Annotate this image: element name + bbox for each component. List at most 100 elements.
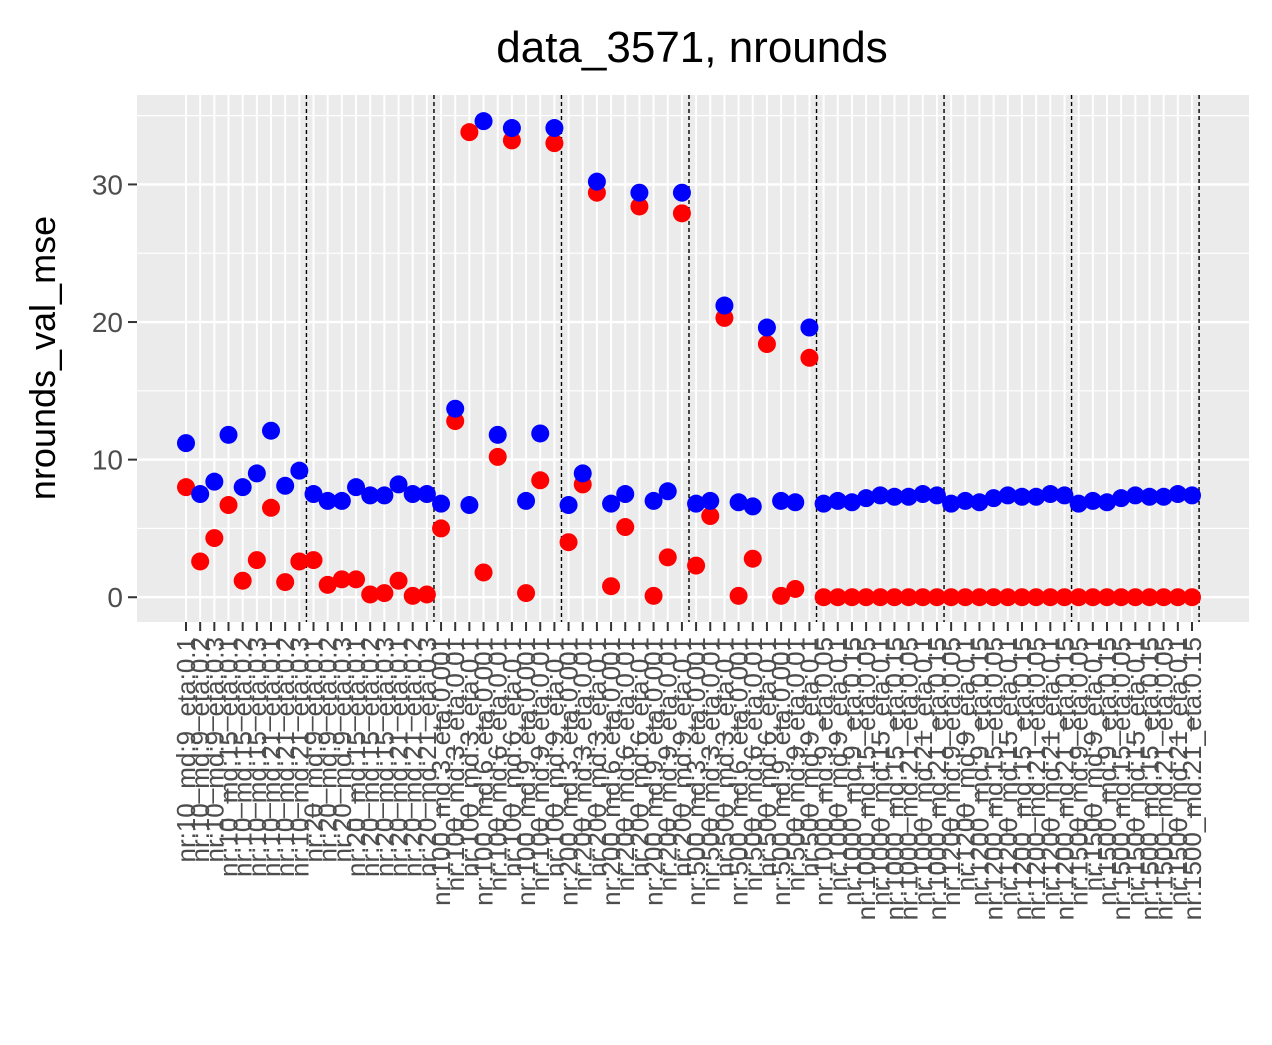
point-red — [1097, 588, 1116, 607]
point-blue — [1012, 487, 1031, 506]
point-blue — [460, 496, 479, 515]
point-red — [517, 584, 536, 603]
point-red — [1012, 588, 1031, 607]
point-blue — [474, 112, 493, 131]
point-blue — [1055, 486, 1074, 505]
x-tick-label: nr:20_md:9_eta:0.1 — [299, 637, 329, 863]
point-red — [701, 507, 720, 526]
point-red — [191, 552, 210, 571]
x-tick-label: nr:20_md:15_eta:0.1 — [341, 637, 371, 877]
point-blue — [644, 491, 663, 510]
point-blue — [219, 425, 238, 444]
point-blue — [262, 421, 281, 440]
x-tick-label: nr:1000_md:9_eta:0.1 — [823, 637, 853, 891]
point-blue — [545, 119, 564, 138]
point-blue — [389, 475, 408, 494]
x-tick-label: nr:1200_md:15_eta:0.05 — [979, 637, 1009, 920]
point-blue — [1154, 487, 1173, 506]
point-blue — [1112, 489, 1131, 508]
x-tick-label: nr:10_md:15_eta:0.3 — [242, 637, 272, 877]
point-red — [318, 575, 337, 594]
x-tick-label: nr:1000_md:21_eta:0.05 — [894, 637, 924, 920]
x-tick-label: nr:500_md:6_eta:0.01 — [738, 637, 768, 891]
point-red — [998, 588, 1017, 607]
point-blue — [573, 464, 592, 483]
point-blue — [1041, 485, 1060, 504]
x-tick-label: nr:1200_md:21_eta:0.1 — [1035, 637, 1065, 906]
point-blue — [304, 485, 323, 504]
point-blue — [1126, 486, 1145, 505]
x-tick-label: nr:1200_md:15_eta:0.15 — [1007, 637, 1037, 920]
grid-lines — [137, 95, 1249, 622]
point-blue — [899, 487, 918, 506]
y-axis: 0 10 20 30 — [92, 169, 137, 613]
point-blue — [432, 494, 451, 513]
point-blue — [715, 296, 734, 315]
point-red — [559, 533, 578, 552]
x-tick-label: nr:10_md:9_eta:0.1 — [171, 637, 201, 863]
point-blue — [205, 472, 224, 491]
point-blue — [1069, 494, 1088, 513]
point-blue — [1083, 491, 1102, 510]
data-points — [177, 112, 1201, 607]
point-red — [786, 579, 805, 598]
point-red — [842, 588, 861, 607]
point-red — [772, 586, 791, 605]
point-blue — [913, 485, 932, 504]
point-red — [375, 584, 394, 603]
point-blue — [1168, 485, 1187, 504]
x-tick-label: nr:10_md:21_eta:0.3 — [284, 637, 314, 877]
x-tick-label: nr:1000_md:21_eta:0.1 — [908, 637, 938, 906]
point-blue — [1097, 493, 1116, 512]
x-tick-label: nr:10_md:15_eta:0.1 — [214, 637, 244, 877]
point-red — [219, 496, 238, 515]
point-red — [347, 570, 366, 589]
point-blue — [276, 476, 295, 495]
point-blue — [332, 491, 351, 510]
x-tick-label: nr:100_md:9_eta:0.001 — [511, 637, 541, 906]
point-blue — [1027, 487, 1046, 506]
x-tick-label: nr:20_md:21_eta:0.3 — [412, 637, 442, 877]
point-blue — [956, 491, 975, 510]
point-red — [1154, 588, 1173, 607]
point-blue — [247, 464, 266, 483]
point-blue — [630, 183, 649, 202]
point-red — [672, 204, 691, 223]
point-blue — [191, 485, 210, 504]
x-tick-label: nr:500_md:9_eta:0.001 — [766, 637, 796, 906]
x-tick-label: nr:1500_md:21_eta:0.1 — [1163, 637, 1193, 906]
point-red — [233, 571, 252, 590]
point-blue — [871, 486, 890, 505]
x-tick-label: nr:1200_md:9_eta:0.15 — [964, 637, 994, 906]
point-red — [871, 588, 890, 607]
point-red — [417, 585, 436, 604]
point-red — [502, 131, 521, 150]
point-blue — [672, 183, 691, 202]
point-red — [927, 588, 946, 607]
x-tick-label: nr:1200_md:9_eta:0.05 — [936, 637, 966, 906]
point-blue — [233, 478, 252, 497]
x-tick-label: nr:1000_md:15_eta:0.15 — [879, 637, 909, 920]
point-blue — [757, 318, 776, 337]
point-red — [644, 586, 663, 605]
point-red — [1041, 588, 1060, 607]
point-blue — [970, 493, 989, 512]
point-red — [616, 518, 635, 537]
point-red — [899, 588, 918, 607]
x-tick-label: nr:500_md:3_eta:0.01 — [695, 637, 725, 891]
plot-panel — [137, 95, 1249, 622]
x-tick-label: nr:1200_md:9_eta:0.1 — [950, 637, 980, 891]
point-blue — [417, 485, 436, 504]
point-red — [177, 478, 195, 497]
point-red — [984, 588, 1003, 607]
point-red — [956, 588, 975, 607]
point-blue — [290, 461, 309, 480]
point-red — [857, 588, 876, 607]
x-tick-label: nr:200_md:6_eta:0.001 — [596, 637, 626, 906]
point-red — [602, 577, 621, 596]
x-tick-label: nr:100_md:6_eta:0.1 — [497, 637, 527, 877]
point-red — [304, 551, 323, 570]
point-red — [474, 563, 493, 582]
point-blue — [347, 478, 366, 497]
